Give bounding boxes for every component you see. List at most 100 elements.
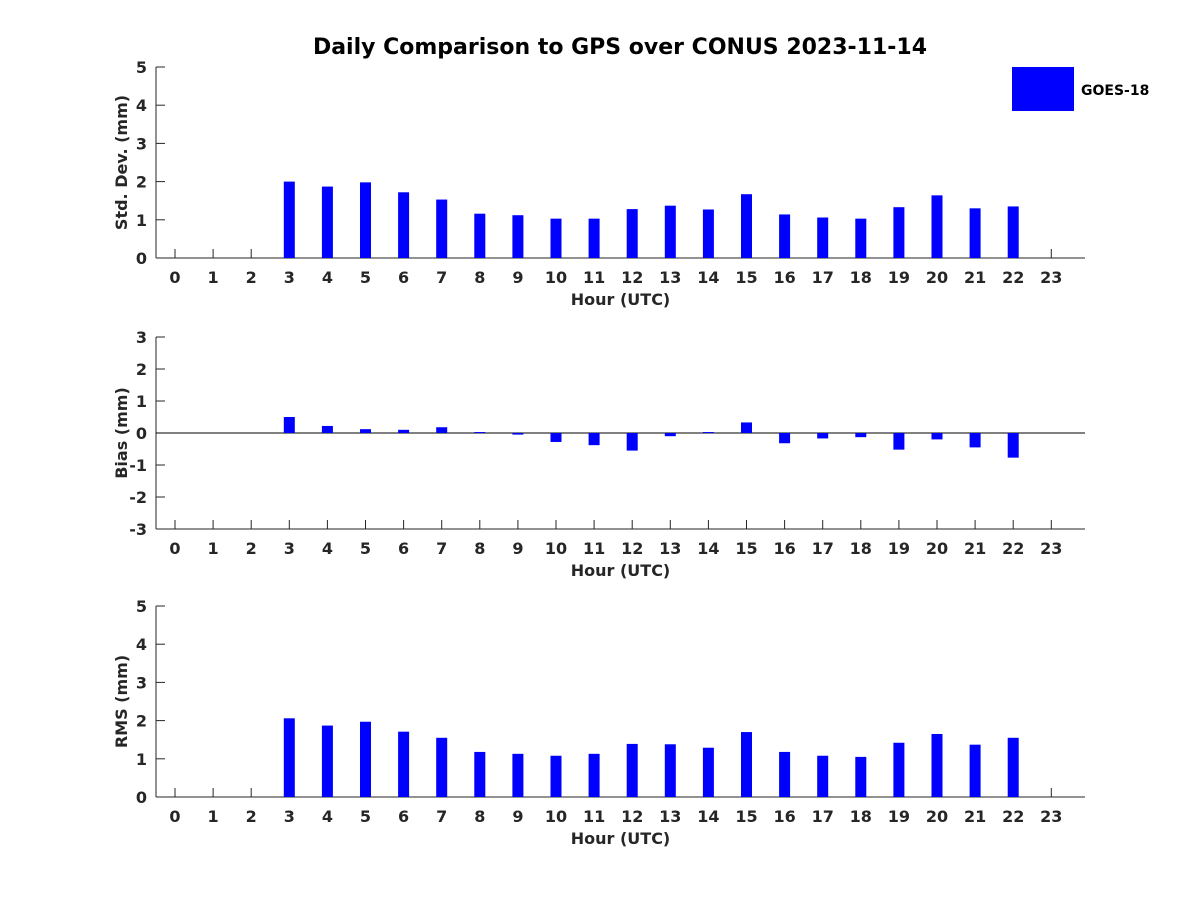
y-tick-label: -3 [129, 520, 147, 539]
bar-hour-7 [436, 737, 448, 797]
bar-hour-4 [321, 186, 333, 258]
x-tick-label: 3 [284, 268, 295, 287]
bar-hour-3 [283, 417, 295, 433]
bar-hour-22 [1007, 433, 1019, 458]
bar-hour-6 [398, 429, 410, 433]
y-tick-label: 4 [136, 96, 147, 115]
x-tick-label: 8 [474, 539, 485, 558]
bar-hour-16 [779, 751, 791, 797]
bar-hour-10 [550, 433, 562, 442]
y-tick-label: 0 [136, 424, 147, 443]
y-axis-label: Bias (mm) [112, 387, 131, 479]
x-tick-label: 17 [812, 539, 834, 558]
y-tick-label: 5 [136, 597, 147, 616]
bar-hour-20 [931, 733, 943, 797]
x-tick-label: 10 [545, 539, 567, 558]
bar-hour-12 [626, 209, 638, 258]
legend: GOES-18 [1012, 67, 1149, 111]
bar-hour-3 [283, 718, 295, 797]
bar-hour-3 [283, 181, 295, 258]
y-tick-label: 1 [136, 750, 147, 769]
y-tick-label: -1 [129, 456, 147, 475]
y-tick-label: 2 [136, 360, 147, 379]
x-tick-label: 21 [964, 807, 986, 826]
y-tick-label: 0 [136, 788, 147, 807]
x-tick-label: 2 [246, 268, 257, 287]
bar-hour-20 [931, 433, 943, 440]
x-tick-label: 20 [926, 539, 948, 558]
bar-hour-4 [321, 425, 333, 433]
x-tick-label: 10 [545, 807, 567, 826]
y-tick-label: 5 [136, 58, 147, 77]
x-tick-label: 0 [169, 807, 180, 826]
bar-hour-11 [588, 753, 600, 797]
y-tick-label: 0 [136, 249, 147, 268]
bar-hour-12 [626, 433, 638, 451]
x-tick-label: 8 [474, 807, 485, 826]
bar-hour-6 [398, 192, 410, 258]
bar-hour-13 [664, 744, 676, 797]
bar-hour-19 [893, 742, 905, 797]
x-axis-label: Hour (UTC) [571, 561, 671, 580]
bar-hour-22 [1007, 206, 1019, 258]
x-tick-label: 22 [1002, 539, 1024, 558]
bar-hour-18 [855, 433, 867, 438]
x-tick-label: 18 [850, 268, 872, 287]
x-tick-label: 15 [735, 539, 757, 558]
x-tick-label: 13 [659, 268, 681, 287]
x-tick-label: 20 [926, 807, 948, 826]
bar-hour-13 [664, 433, 676, 437]
y-tick-label: -2 [129, 488, 147, 507]
bar-hour-4 [321, 725, 333, 797]
x-tick-label: 13 [659, 539, 681, 558]
x-tick-label: 7 [436, 807, 447, 826]
x-tick-label: 4 [322, 268, 333, 287]
x-tick-label: 11 [583, 539, 605, 558]
y-tick-label: 1 [136, 392, 147, 411]
x-tick-label: 16 [773, 807, 795, 826]
bar-hour-21 [969, 433, 981, 448]
legend-label: GOES-18 [1081, 83, 1149, 99]
x-tick-label: 0 [169, 539, 180, 558]
bar-hour-10 [550, 755, 562, 797]
x-tick-label: 23 [1040, 539, 1062, 558]
x-tick-label: 2 [246, 539, 257, 558]
bar-hour-19 [893, 433, 905, 450]
x-tick-label: 18 [850, 807, 872, 826]
x-tick-label: 10 [545, 268, 567, 287]
bar-hour-8 [474, 213, 486, 258]
x-tick-label: 21 [964, 539, 986, 558]
x-tick-label: 13 [659, 807, 681, 826]
y-axis-label: Std. Dev. (mm) [112, 95, 131, 230]
bar-hour-5 [360, 182, 371, 258]
x-tick-label: 22 [1002, 268, 1024, 287]
bar-hour-15 [741, 194, 752, 258]
bar-hour-7 [436, 199, 448, 258]
bar-hour-16 [779, 214, 791, 258]
x-tick-label: 17 [812, 807, 834, 826]
x-axis-label: Hour (UTC) [571, 829, 671, 848]
bar-hour-17 [817, 217, 829, 258]
x-tick-label: 14 [697, 268, 719, 287]
x-tick-label: 15 [735, 268, 757, 287]
bar-hour-17 [817, 433, 829, 439]
x-tick-label: 14 [697, 539, 719, 558]
bar-hour-14 [702, 432, 714, 434]
bar-hour-21 [969, 744, 981, 797]
y-tick-label: 3 [136, 328, 147, 347]
bar-hour-12 [626, 743, 638, 797]
x-tick-label: 14 [697, 807, 719, 826]
x-tick-label: 16 [773, 268, 795, 287]
x-tick-label: 1 [208, 807, 219, 826]
bar-hour-6 [398, 731, 410, 797]
x-tick-label: 5 [360, 268, 371, 287]
y-tick-label: 4 [136, 635, 147, 654]
bar-hour-18 [855, 218, 867, 258]
x-tick-label: 4 [322, 539, 333, 558]
x-tick-label: 7 [436, 539, 447, 558]
bar-hour-9 [512, 753, 524, 797]
